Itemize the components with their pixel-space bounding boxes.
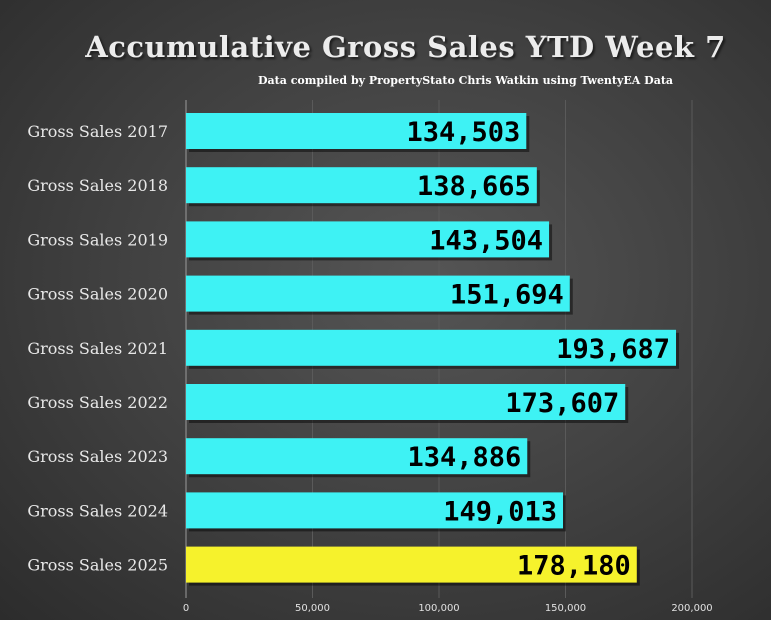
data-label: 143,504 [429, 225, 543, 256]
x-tick-label: 0 [183, 603, 189, 614]
x-tick-label: 200,000 [671, 603, 712, 614]
data-label: 134,503 [406, 117, 520, 148]
bar [186, 546, 637, 583]
data-label: 138,665 [417, 171, 531, 202]
chart-title: Accumulative Gross Sales YTD Week 7 [85, 30, 726, 64]
data-label: 151,694 [450, 280, 564, 311]
category-label: Gross Sales 2025 [27, 556, 168, 575]
x-tick-label: 150,000 [545, 603, 586, 614]
category-label: Gross Sales 2021 [27, 339, 168, 358]
category-label: Gross Sales 2023 [27, 447, 168, 466]
bar [186, 221, 550, 258]
chart-subtitle: Data compiled by PropertyStato Chris Wat… [258, 74, 674, 87]
category-label: Gross Sales 2022 [27, 393, 168, 412]
x-tick-label: 100,000 [418, 603, 459, 614]
bar [186, 384, 626, 420]
bar [186, 492, 564, 529]
bar [186, 113, 527, 149]
category-label: Gross Sales 2019 [27, 230, 168, 249]
data-label: 173,607 [505, 388, 619, 419]
bar [186, 275, 570, 312]
category-label: Gross Sales 2018 [27, 176, 168, 195]
category-label: Gross Sales 2017 [27, 122, 168, 141]
bar [186, 438, 528, 475]
data-label: 134,886 [407, 442, 521, 473]
data-label: 193,687 [556, 334, 670, 365]
bar [186, 167, 537, 204]
data-label: 178,180 [517, 551, 631, 582]
x-tick-label: 50,000 [295, 603, 330, 614]
data-label: 149,013 [443, 496, 557, 527]
category-label: Gross Sales 2020 [27, 285, 168, 304]
category-label: Gross Sales 2024 [27, 501, 168, 520]
bar [186, 329, 677, 366]
